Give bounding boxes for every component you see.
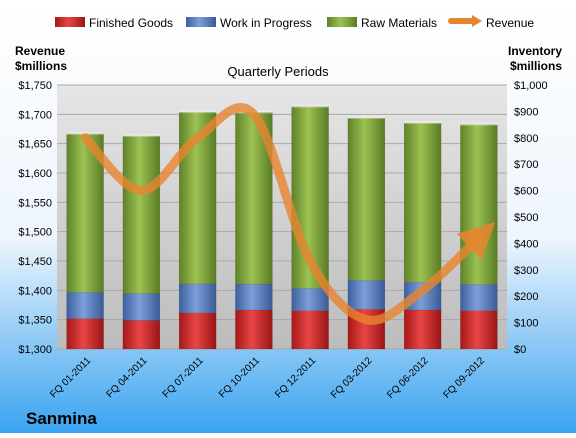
chart-title: Quarterly Periods	[227, 64, 329, 79]
left-tick-label: $1,550	[18, 197, 52, 209]
bar-finished-goods-6	[403, 309, 442, 350]
right-axis-label-line2: $millions	[510, 59, 562, 73]
right-tick-label: $800	[514, 133, 538, 145]
bar-top-cap-1	[122, 133, 160, 137]
right-tick-label: $1,000	[514, 80, 548, 92]
right-tick-label: $100	[514, 318, 538, 330]
bar-finished-goods-2	[178, 312, 217, 350]
left-tick-label: $1,500	[18, 227, 52, 239]
left-tick-label: $1,650	[18, 139, 52, 151]
bar-raw-materials-0	[66, 133, 104, 293]
bar-top-cap-2	[179, 110, 217, 114]
left-tick-label: $1,450	[18, 256, 52, 268]
legend-item-work-in-progress: Work in Progress	[186, 16, 312, 30]
legend-swatch-finished-goods	[55, 17, 85, 27]
right-axis: $0 $100 $200 $300 $400 $500 $600 $700 $800 $900 $1…	[514, 80, 548, 356]
left-axis-label-line1: Revenue	[15, 44, 65, 58]
left-tick-label: $1,300	[18, 344, 52, 356]
left-axis-label-line2: $millions	[15, 59, 67, 73]
bar-top-cap-7	[460, 122, 498, 126]
right-tick-label: $700	[514, 159, 538, 171]
bar-top-cap-6	[404, 121, 442, 125]
right-tick-label: $400	[514, 238, 538, 250]
left-tick-label: $1,400	[18, 285, 52, 297]
legend-label-finished-goods: Finished Goods	[89, 16, 173, 30]
left-axis: $1,300 $1,350 $1,400 $1,450 $1,500 $1,550 $1,6…	[18, 80, 52, 356]
left-tick-label: $1,700	[18, 109, 52, 121]
legend-item-revenue: Revenue	[448, 15, 534, 30]
legend-item-raw-materials: Raw Materials	[327, 16, 437, 30]
revenue-point-5	[365, 319, 367, 321]
revenue-line-path	[80, 103, 496, 325]
bar-work-in-progress-4	[291, 288, 329, 311]
revenue-point-0	[84, 137, 86, 139]
right-axis-label-line1: Inventory	[508, 44, 562, 58]
right-tick-label: $900	[514, 106, 538, 118]
legend-swatch-raw-materials	[327, 17, 357, 27]
legend-label-revenue: Revenue	[486, 16, 534, 30]
revenue-point-7	[478, 237, 480, 239]
bar-finished-goods-3	[235, 309, 273, 350]
company-name: Sanmina	[26, 409, 97, 428]
legend-label-raw-materials: Raw Materials	[361, 16, 437, 30]
bar-finished-goods-4	[291, 310, 329, 350]
revenue-point-1	[140, 190, 142, 192]
right-tick-label: $600	[514, 186, 538, 198]
revenue-point-3	[253, 113, 255, 115]
bar-finished-goods-1	[122, 320, 161, 350]
left-tick-label: $1,350	[18, 315, 52, 327]
revenue-line	[80, 103, 496, 325]
right-tick-label: $300	[514, 265, 538, 277]
left-tick-label: $1,750	[18, 80, 52, 92]
bar-raw-materials-6	[403, 122, 442, 283]
legend-item-finished-goods: Finished Goods	[55, 16, 173, 30]
bar-work-in-progress-5	[347, 280, 386, 310]
bar-top-cap-5	[347, 116, 385, 119]
bar-work-in-progress-2	[178, 283, 217, 314]
revenue-point-6	[422, 289, 424, 291]
left-tick-label: $1,600	[18, 168, 52, 180]
legend-swatch-work-in-progress	[186, 17, 216, 27]
bar-work-in-progress-7	[460, 284, 498, 311]
bar-raw-materials-7	[460, 124, 498, 285]
legend-label-work-in-progress: Work in Progress	[220, 16, 312, 30]
bar-work-in-progress-3	[235, 283, 273, 311]
revenue-point-2	[197, 137, 199, 139]
legend: Finished Goods Work in Progress Raw Mate…	[55, 15, 534, 30]
legend-swatch-revenue-arrowhead	[472, 15, 482, 27]
bar-raw-materials-1	[122, 135, 161, 294]
bar-finished-goods-0	[66, 318, 104, 350]
bar-finished-goods-7	[460, 310, 498, 350]
right-tick-label: $500	[514, 212, 538, 224]
bar-work-in-progress-1	[122, 293, 161, 321]
revenue-point-4	[309, 260, 311, 262]
right-tick-label: $200	[514, 291, 538, 303]
right-tick-label: $0	[514, 344, 526, 356]
bar-work-in-progress-0	[66, 291, 104, 319]
bar-raw-materials-5	[347, 117, 386, 281]
bar-top-cap-4	[291, 104, 329, 108]
